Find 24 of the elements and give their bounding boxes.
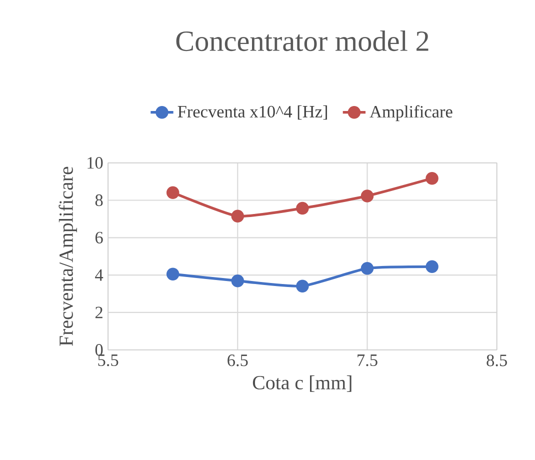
point [166, 186, 180, 200]
point [360, 262, 374, 275]
point [231, 210, 244, 223]
chart-title: Concentrator model 2 [176, 30, 428, 52]
point [166, 268, 180, 281]
y-axis-title: Frecventa/Amplificare [58, 166, 77, 346]
point [360, 190, 374, 202]
x-tick-label: 6.5 [228, 354, 248, 366]
x-tick-label: 8.5 [486, 354, 507, 366]
y-tick-label: 6 [95, 232, 103, 244]
legend-label: Frecventa x10^4 [Hz] [178, 105, 327, 120]
point [296, 280, 309, 293]
x-tick-label: 5.5 [98, 354, 118, 366]
y-tick-label: 2 [95, 306, 102, 318]
point [296, 202, 309, 215]
x-axis-title: Cota c [mm] [252, 376, 352, 392]
point [231, 274, 244, 288]
point [426, 260, 438, 274]
y-tick-label: 10 [88, 157, 103, 169]
x-tick-label: 7.5 [358, 354, 378, 366]
y-tick-label: 4 [95, 269, 104, 281]
y-tick-label: 8 [95, 194, 103, 206]
legend-label: Amplificare [370, 105, 452, 122]
point [426, 172, 438, 185]
